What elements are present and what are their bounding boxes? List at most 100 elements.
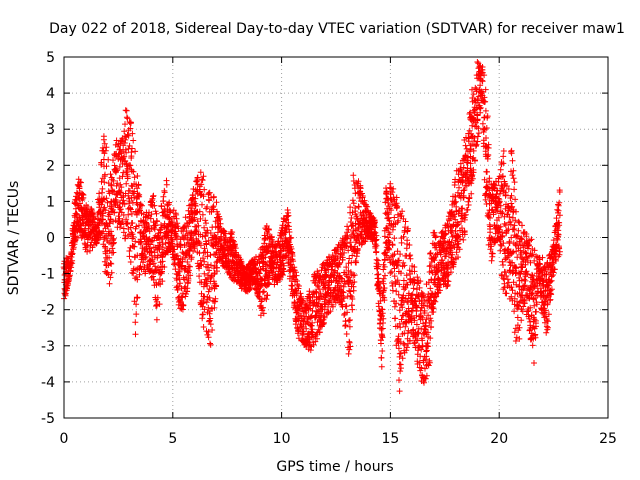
data-point bbox=[184, 259, 191, 265]
data-point bbox=[131, 174, 138, 181]
data-points bbox=[60, 59, 563, 395]
data-point bbox=[497, 202, 504, 209]
data-point bbox=[482, 196, 489, 203]
data-point bbox=[308, 313, 315, 320]
data-point bbox=[205, 328, 212, 335]
data-point bbox=[519, 236, 525, 243]
data-point bbox=[211, 271, 218, 278]
data-point bbox=[117, 189, 124, 196]
data-point bbox=[348, 302, 355, 309]
data-point bbox=[523, 268, 530, 275]
data-point bbox=[271, 281, 278, 288]
data-point bbox=[98, 201, 105, 208]
data-point bbox=[76, 185, 83, 192]
data-point bbox=[487, 223, 494, 230]
data-point bbox=[451, 211, 458, 218]
data-point bbox=[425, 343, 432, 350]
data-point bbox=[473, 86, 480, 93]
data-point bbox=[464, 154, 471, 161]
data-point bbox=[508, 192, 515, 199]
x-tick-label: 0 bbox=[60, 431, 69, 447]
data-point bbox=[293, 272, 300, 279]
data-point bbox=[207, 252, 214, 259]
data-point bbox=[145, 212, 152, 219]
data-point bbox=[188, 256, 195, 263]
y-tick-label: 5 bbox=[46, 50, 55, 66]
data-point bbox=[84, 204, 91, 210]
data-point bbox=[511, 179, 518, 186]
data-point bbox=[416, 284, 423, 291]
data-point bbox=[397, 251, 404, 258]
data-point bbox=[139, 202, 145, 209]
data-point bbox=[497, 223, 504, 230]
data-point bbox=[261, 288, 267, 295]
data-point bbox=[347, 204, 354, 211]
data-point bbox=[531, 360, 537, 366]
data-point bbox=[286, 229, 293, 235]
data-point bbox=[122, 121, 128, 128]
data-point bbox=[133, 223, 140, 230]
data-point bbox=[119, 218, 126, 225]
axis-ticks bbox=[63, 56, 609, 419]
data-point bbox=[100, 210, 106, 217]
data-point bbox=[329, 252, 336, 259]
data-point bbox=[466, 194, 473, 201]
data-point bbox=[204, 253, 211, 260]
y-axis-label: SDTVAR / TECUs bbox=[6, 181, 22, 296]
data-point bbox=[191, 245, 198, 252]
data-point bbox=[197, 215, 204, 222]
data-point bbox=[312, 288, 319, 295]
data-point bbox=[326, 284, 333, 291]
data-point bbox=[103, 144, 110, 151]
data-point bbox=[151, 202, 158, 209]
data-point bbox=[101, 204, 108, 211]
data-point bbox=[550, 269, 557, 276]
data-point bbox=[485, 152, 492, 159]
data-point bbox=[508, 148, 515, 155]
data-point bbox=[199, 201, 205, 208]
data-point bbox=[450, 259, 457, 266]
data-point bbox=[118, 184, 125, 191]
data-point bbox=[397, 324, 404, 331]
data-point bbox=[509, 157, 516, 164]
data-point bbox=[395, 291, 402, 298]
data-point bbox=[205, 190, 212, 197]
data-point bbox=[474, 133, 481, 140]
data-point bbox=[104, 223, 111, 230]
data-point bbox=[553, 257, 559, 264]
data-point bbox=[392, 315, 399, 322]
data-point bbox=[389, 189, 396, 196]
data-point bbox=[346, 255, 353, 262]
data-point bbox=[79, 191, 86, 198]
data-point bbox=[432, 233, 439, 240]
data-point bbox=[179, 294, 186, 301]
data-point bbox=[381, 285, 388, 292]
data-point bbox=[200, 311, 206, 318]
data-point bbox=[333, 277, 340, 284]
data-point bbox=[171, 246, 178, 253]
data-point bbox=[172, 266, 179, 273]
data-point bbox=[109, 245, 116, 252]
data-point bbox=[201, 270, 208, 277]
x-tick-label: 25 bbox=[599, 431, 617, 447]
data-point bbox=[383, 224, 390, 231]
data-point bbox=[227, 230, 234, 237]
data-point bbox=[545, 318, 551, 325]
data-point bbox=[442, 230, 449, 237]
data-point bbox=[511, 226, 518, 232]
data-point bbox=[509, 287, 516, 294]
data-point bbox=[391, 265, 398, 272]
data-point bbox=[354, 245, 361, 252]
data-point bbox=[455, 254, 461, 261]
data-point bbox=[346, 323, 353, 330]
data-point bbox=[104, 247, 111, 254]
data-point bbox=[172, 210, 179, 217]
data-point bbox=[531, 247, 538, 254]
data-point bbox=[117, 206, 124, 213]
data-point bbox=[382, 272, 388, 279]
data-point bbox=[256, 270, 263, 277]
data-point bbox=[386, 231, 393, 238]
data-point bbox=[320, 321, 327, 327]
data-point bbox=[339, 288, 346, 295]
data-point bbox=[391, 214, 398, 221]
